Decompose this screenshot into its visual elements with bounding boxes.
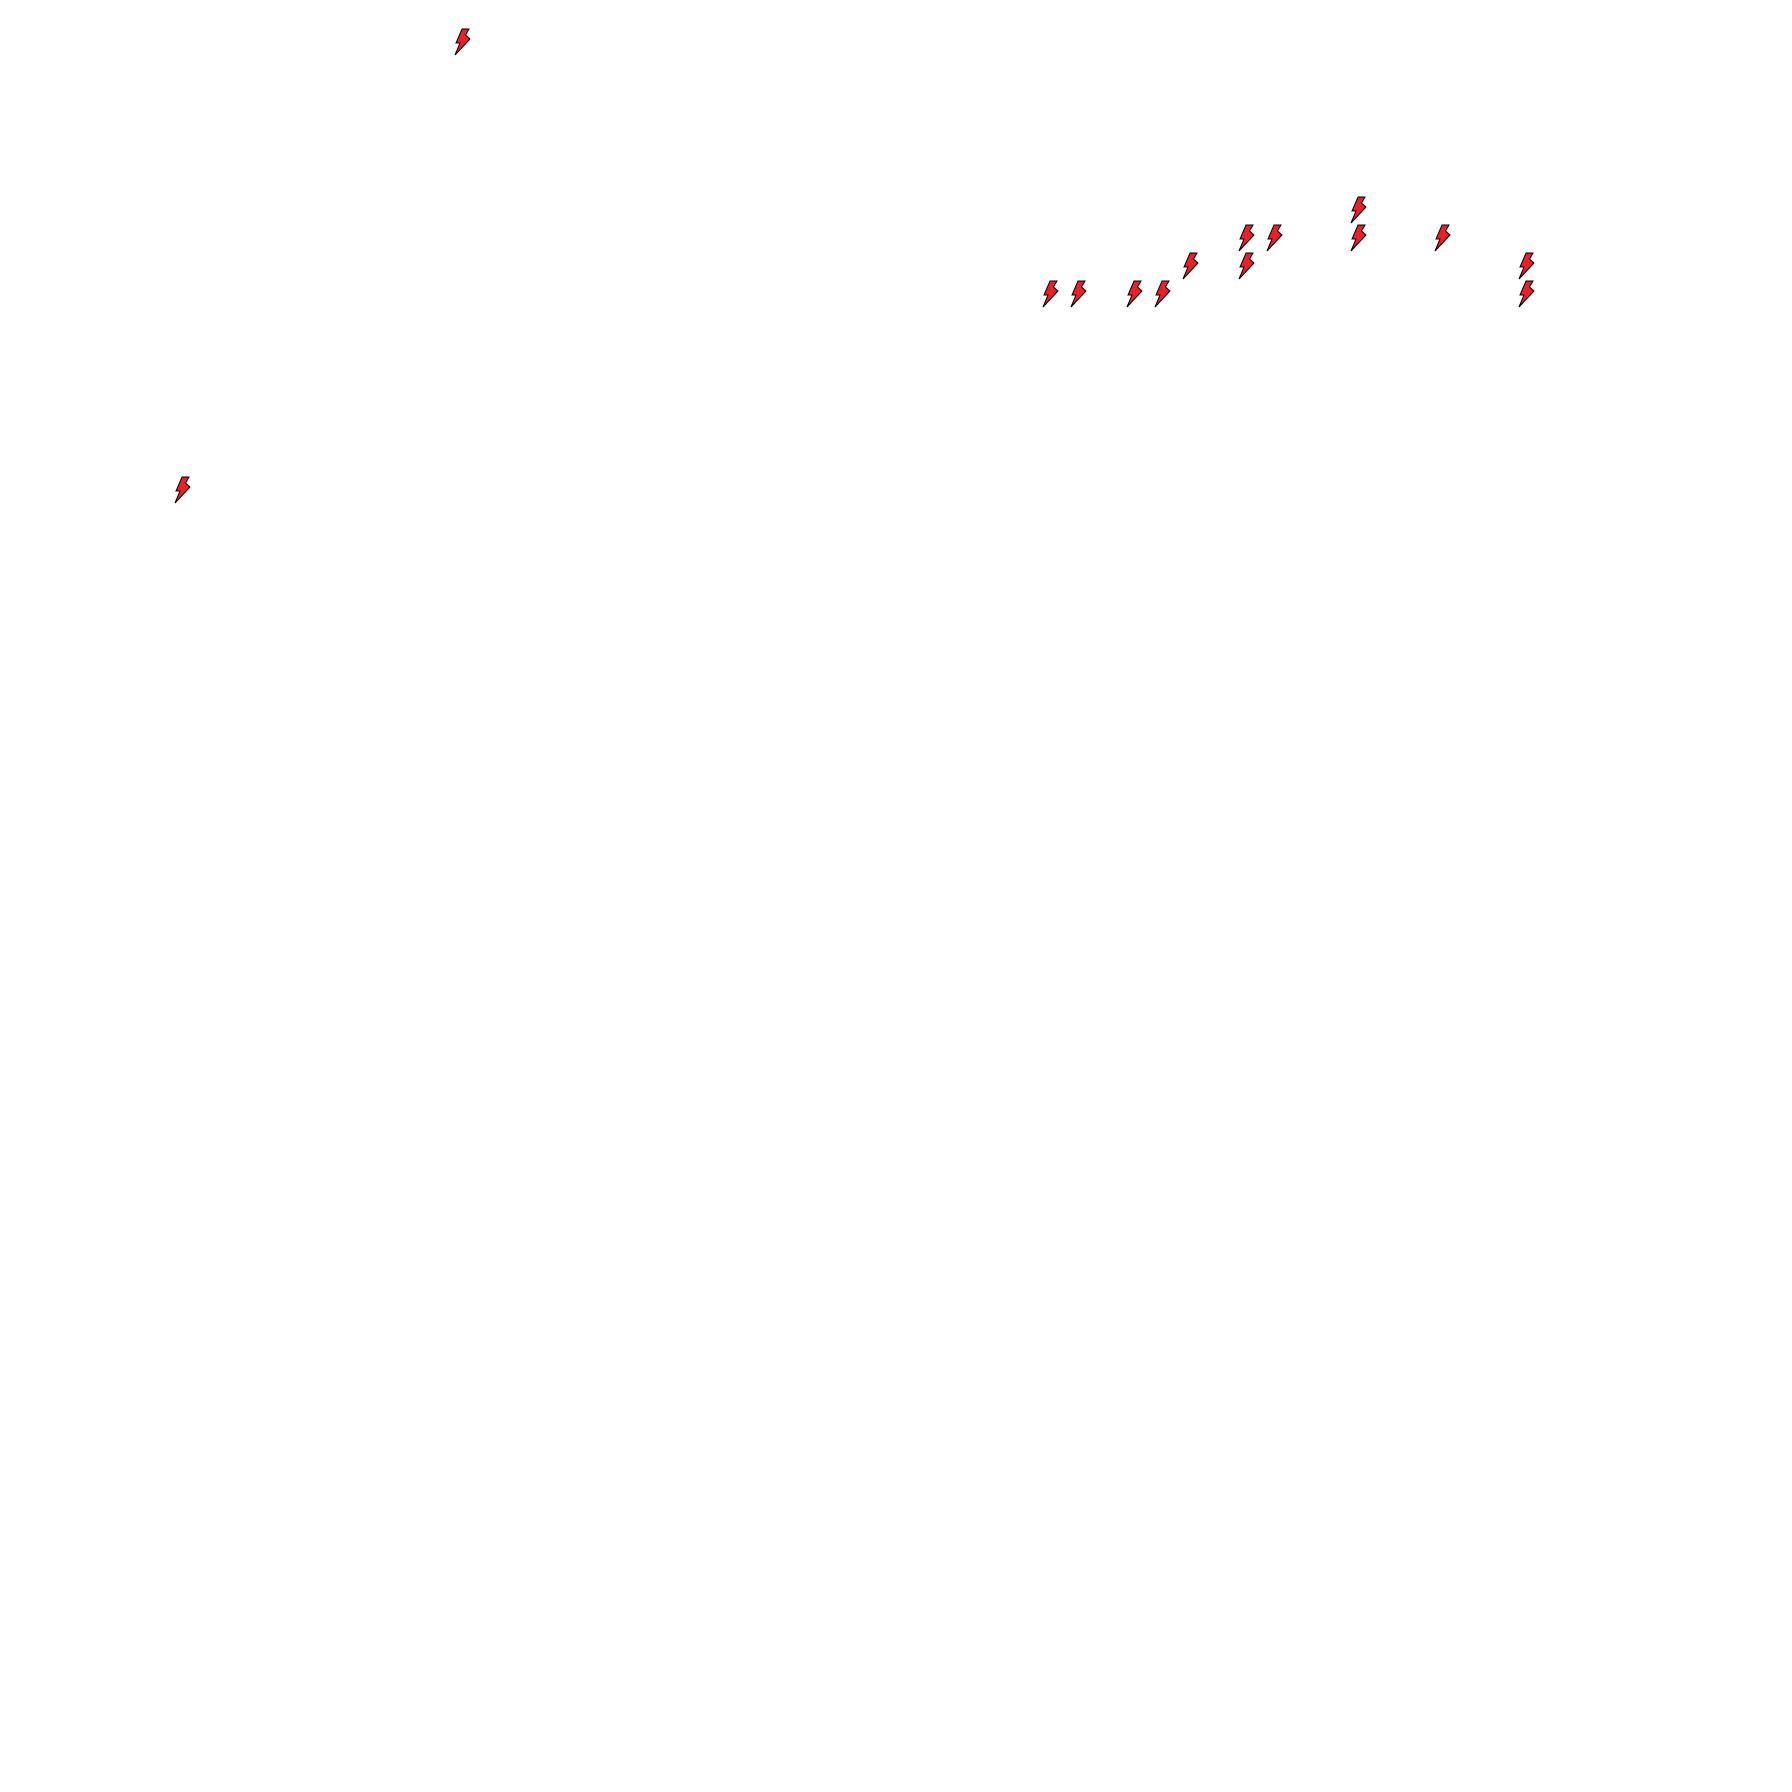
page (0, 0, 1792, 1792)
canvas (0, 0, 1792, 1792)
background (0, 0, 1792, 1792)
